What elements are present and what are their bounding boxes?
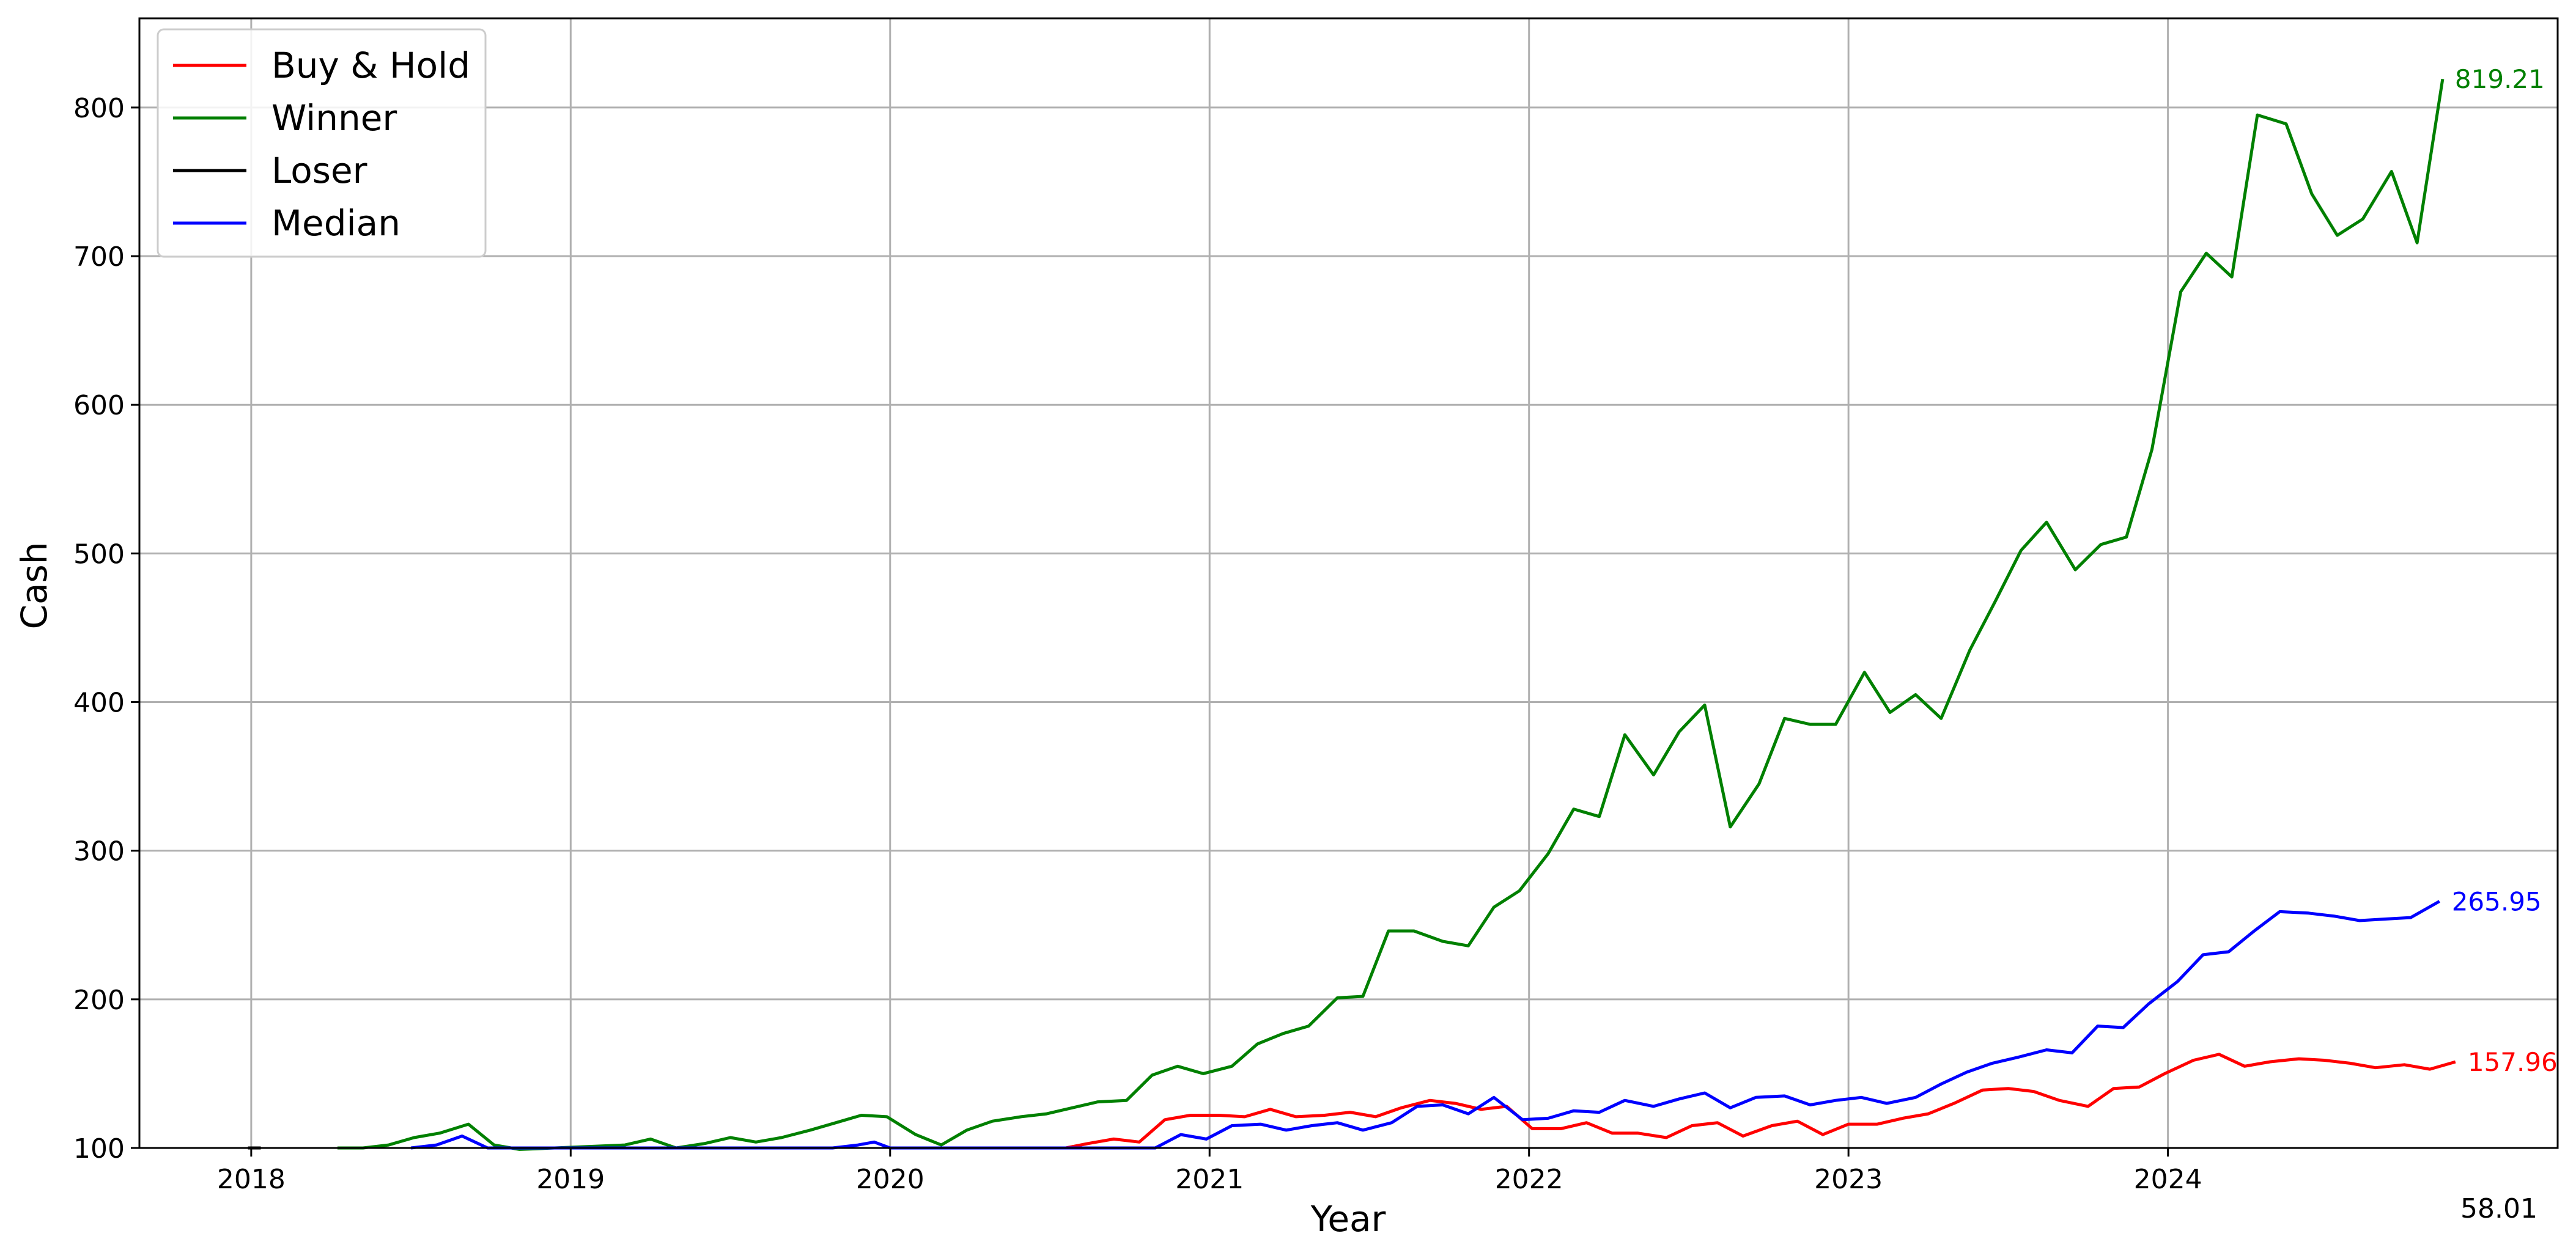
legend-box: [157, 28, 487, 258]
y-tick-label: 200: [73, 985, 125, 1016]
legend-label-median: Median: [271, 202, 400, 244]
x-tick-label: 2020: [856, 1164, 924, 1195]
series-lines: [248, 78, 2456, 1151]
y-tick-label: 500: [73, 539, 125, 570]
end-label-winner: 819.21: [2455, 64, 2545, 94]
x-axis-label: Year: [1310, 1198, 1386, 1240]
series-line-winner: [337, 78, 2445, 1151]
y-axis-ticks: 100 200 300 400 500 600 700 800: [73, 93, 139, 1164]
series-end-labels: 157.96 819.21 265.95: [2452, 64, 2558, 1077]
legend-label-buy-hold: Buy & Hold: [271, 45, 470, 86]
legend-label-loser: Loser: [271, 150, 367, 191]
end-label-median: 265.95: [2452, 886, 2542, 916]
x-tick-label: 2019: [536, 1164, 605, 1195]
y-tick-label: 600: [73, 390, 125, 421]
legend-label-winner: Winner: [271, 97, 397, 139]
series-line-median: [410, 900, 2440, 1150]
x-tick-label: 2021: [1175, 1164, 1244, 1195]
y-tick-label: 800: [73, 93, 125, 124]
x-axis-ticks: 2018 2019 2020 2021 2022 2023 2024: [217, 1148, 2202, 1195]
x-tick-label: 2022: [1495, 1164, 1563, 1195]
legend: Buy & Hold Winner Loser Median: [157, 28, 487, 258]
end-label-buy-hold: 157.96: [2468, 1047, 2558, 1077]
x-tick-label: 2018: [217, 1164, 286, 1195]
y-tick-label: 100: [73, 1133, 125, 1164]
y-tick-label: 700: [73, 241, 125, 273]
x-tick-label: 2024: [2134, 1164, 2202, 1195]
series-line-buy-hold: [1065, 1053, 2456, 1150]
corner-annotation: 58.01: [2460, 1193, 2537, 1224]
y-tick-label: 300: [73, 836, 125, 867]
y-axis-label: Cash: [13, 542, 55, 629]
x-tick-label: 2023: [1814, 1164, 1883, 1195]
y-tick-label: 400: [73, 688, 125, 719]
plot-frame: [138, 17, 2559, 1149]
